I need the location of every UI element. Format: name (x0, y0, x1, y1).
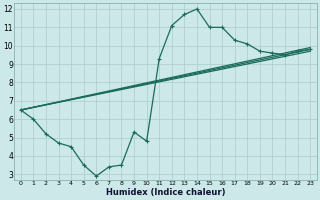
X-axis label: Humidex (Indice chaleur): Humidex (Indice chaleur) (106, 188, 225, 197)
